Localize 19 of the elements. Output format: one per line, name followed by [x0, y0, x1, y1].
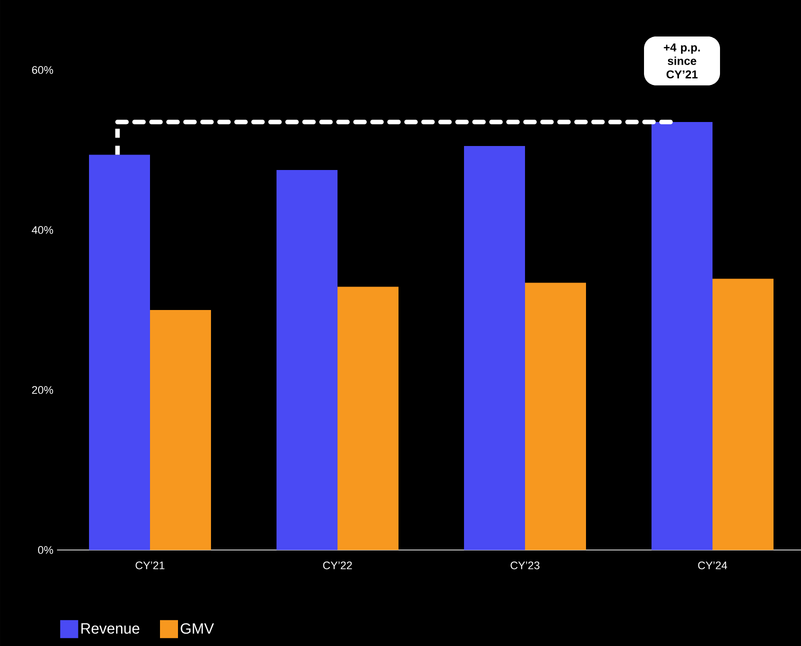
y-tick-label: 20%: [32, 386, 54, 394]
bar: [338, 286, 399, 550]
x-tick-label: CY’24: [698, 562, 728, 570]
x-tick-label: CY’21: [136, 562, 164, 570]
bar: [712, 278, 774, 550]
bar: [150, 310, 212, 550]
bar: [464, 146, 526, 550]
y-tick-label: 60%: [32, 66, 54, 74]
bar: [276, 170, 338, 550]
x-tick-label: CY’23: [510, 562, 540, 570]
annotation: +4 p.p. since CY’21: [664, 44, 700, 78]
y-tick-label: 40%: [32, 226, 54, 234]
y-tick-label: 0%: [38, 546, 54, 554]
bar: [89, 154, 150, 550]
bar: [652, 122, 713, 550]
legend-label: Revenue: [81, 623, 140, 634]
bar: [525, 282, 586, 550]
legend-label: GMV: [180, 623, 214, 634]
x-tick-label: CY’22: [323, 562, 352, 570]
